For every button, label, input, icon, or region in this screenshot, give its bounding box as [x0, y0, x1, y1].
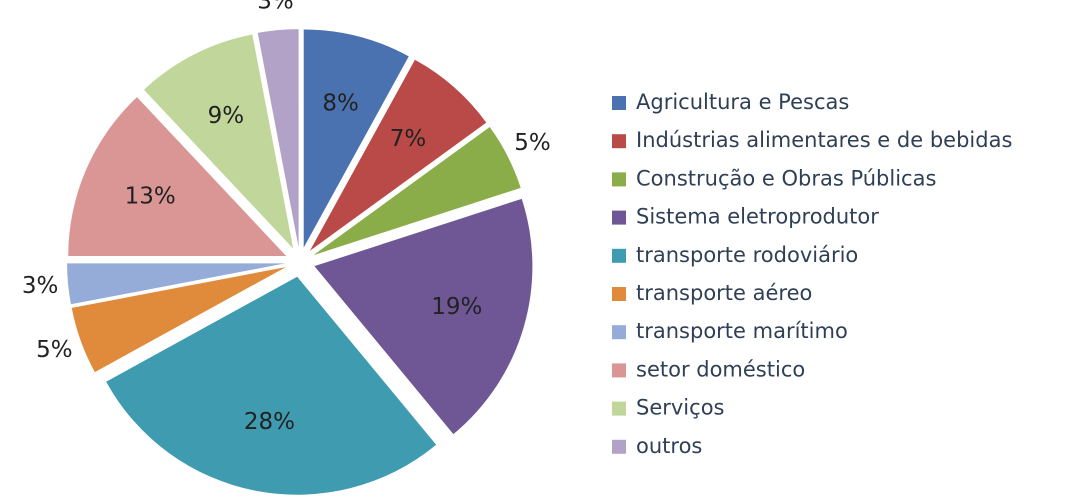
- legend-label: Sistema eletroprodutor: [636, 205, 879, 229]
- legend-swatch: [612, 325, 626, 340]
- pie-slice: [309, 59, 487, 251]
- pie-slice: [68, 97, 287, 257]
- pie-slice: [257, 29, 299, 248]
- legend-label: outros: [636, 434, 702, 458]
- legend-swatch: [612, 172, 626, 187]
- slice-label: 3%: [22, 273, 59, 299]
- slice-label: 19%: [431, 294, 482, 320]
- pie-slice: [67, 263, 286, 305]
- slice-label: 5%: [514, 130, 551, 156]
- legend-label: Construção e Obras Públicas: [636, 166, 936, 190]
- legend-swatch: [612, 287, 626, 301]
- slice-label: 3%: [257, 0, 294, 15]
- legend-label: Indústrias alimentares e de bebidas: [636, 128, 1012, 152]
- legend-label: transporte marítimo: [636, 319, 848, 343]
- legend-swatch: [612, 134, 626, 149]
- slice-label: 28%: [244, 409, 295, 435]
- pie-slice: [106, 276, 437, 495]
- legend-label: Agricultura e Pescas: [636, 90, 849, 114]
- pie-slice: [71, 267, 286, 373]
- legend-label: transporte rodoviário: [636, 243, 858, 267]
- legend-swatch: [612, 363, 626, 378]
- slice-label: 7%: [390, 126, 427, 152]
- legend-swatch: [612, 96, 626, 110]
- pie-slice: [314, 198, 533, 435]
- slice-label: 8%: [322, 90, 359, 116]
- legend-label: transporte aéreo: [636, 281, 812, 305]
- legend-label: Serviços: [636, 396, 724, 420]
- pie-slice: [313, 127, 521, 256]
- slice-label: 13%: [125, 184, 176, 210]
- slice-label: 9%: [208, 103, 245, 129]
- legend-swatch: [612, 210, 626, 225]
- pie-slice: [303, 29, 409, 248]
- legend-swatch: [612, 401, 626, 416]
- legend-label: setor doméstico: [636, 357, 805, 381]
- slice-label: 5%: [36, 337, 73, 363]
- legend-swatch: [612, 248, 626, 263]
- pie-slice: [143, 34, 294, 249]
- legend-swatch: [612, 439, 626, 454]
